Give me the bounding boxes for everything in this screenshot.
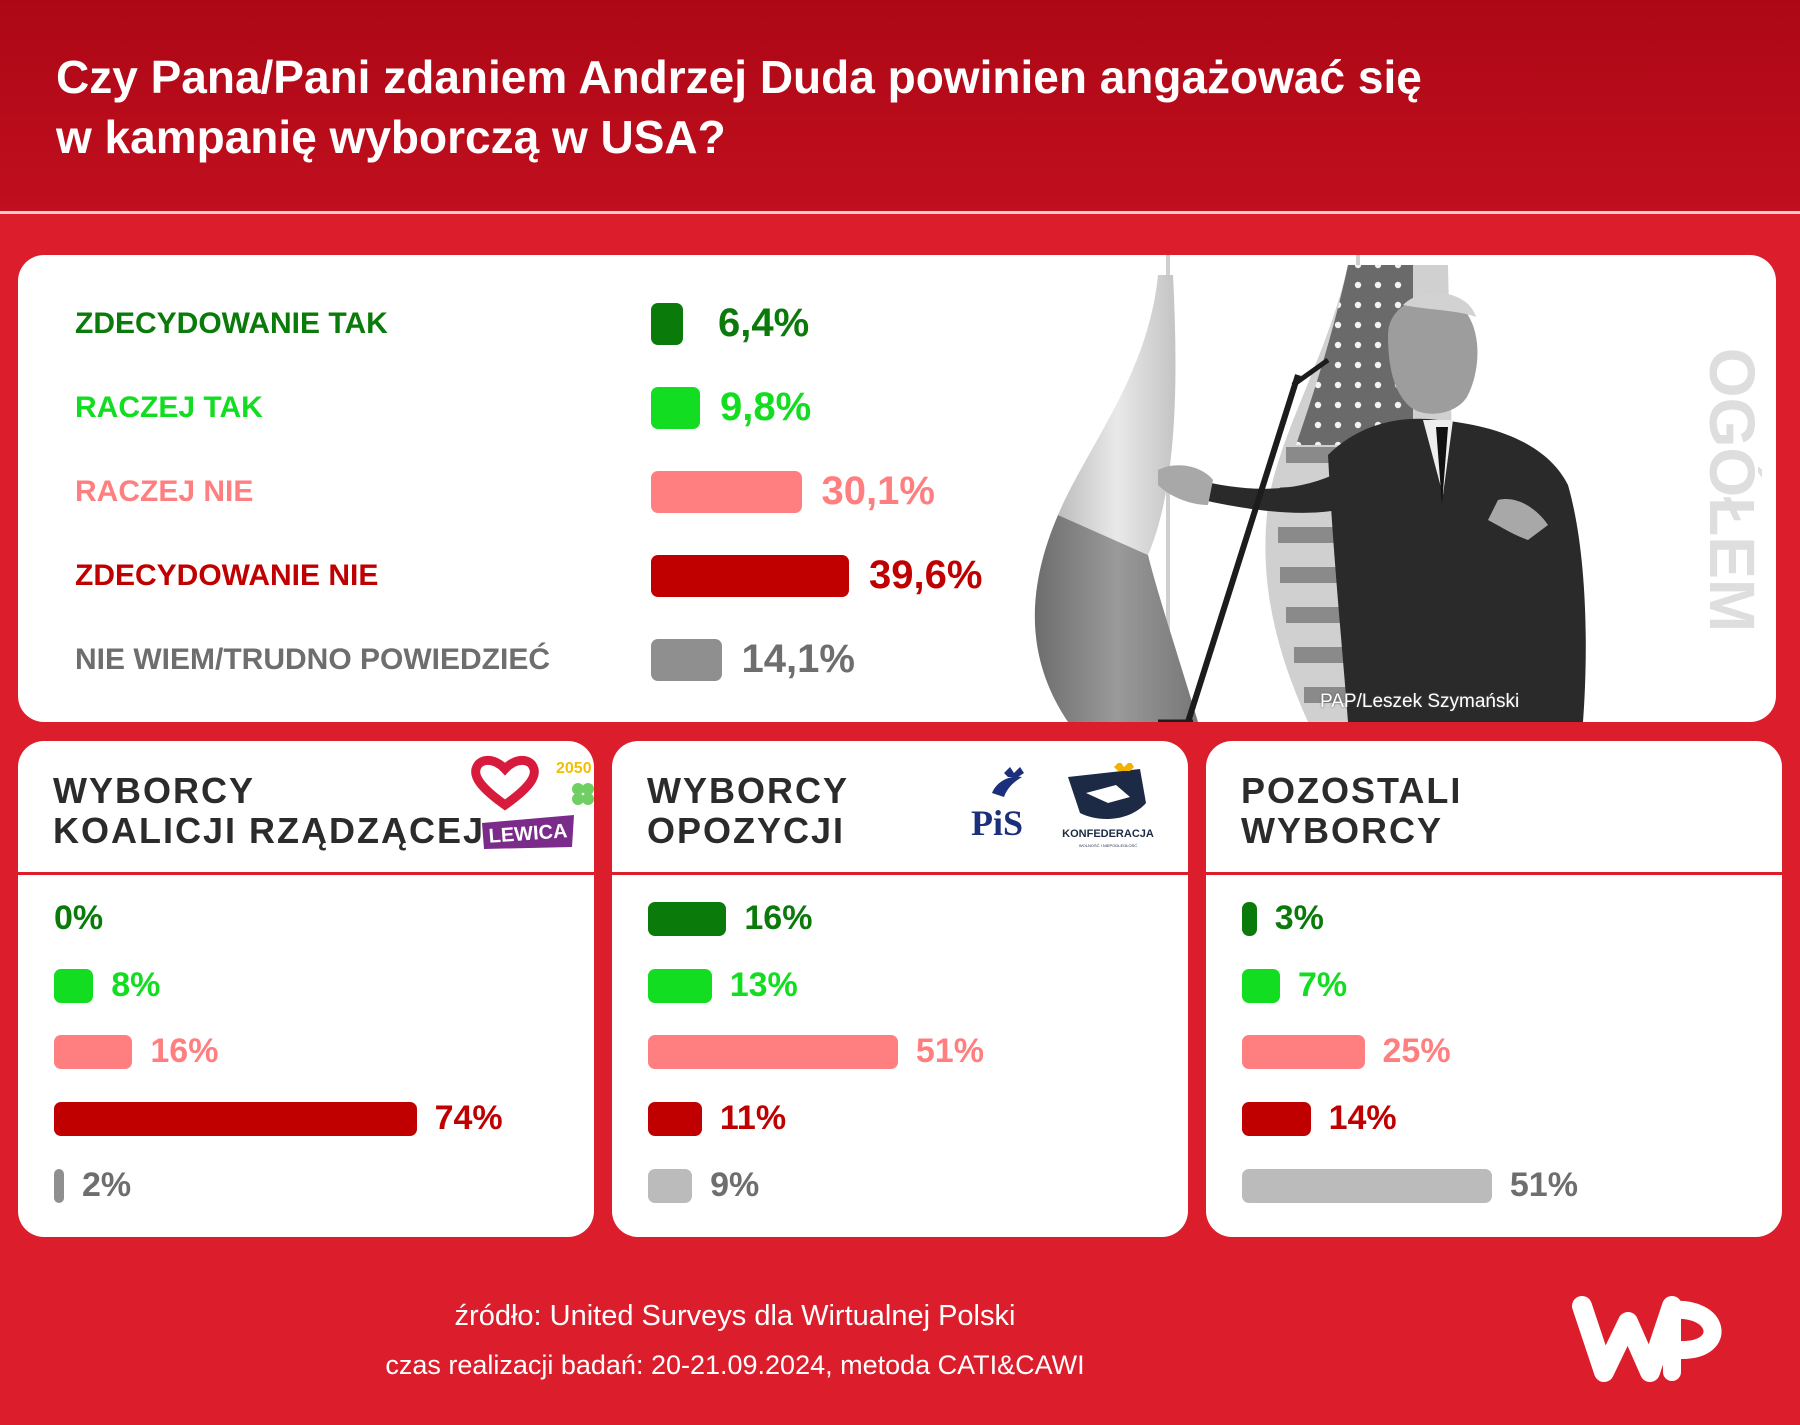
lewica-logo-icon: LEWICA bbox=[482, 815, 574, 849]
overall-bar-strong-no bbox=[651, 555, 849, 597]
overall-label-strong-no: ZDECYDOWANIE NIE bbox=[75, 559, 379, 592]
other-title-line-1: POZOSTALI bbox=[1241, 770, 1463, 811]
photo-credit: PAP/Leszek Szymański bbox=[1320, 691, 1520, 712]
overall-bar-rather-no bbox=[651, 471, 802, 513]
overall-label-rather-yes: RACZEJ TAK bbox=[75, 391, 263, 424]
panel3-bar-rather-yes bbox=[1242, 969, 1280, 1003]
svg-text:PiS: PiS bbox=[971, 803, 1023, 843]
svg-text:WOLNOŚĆ I NIEPODLEGŁOŚĆ: WOLNOŚĆ I NIEPODLEGŁOŚĆ bbox=[1079, 843, 1137, 848]
source-note: źródło: United Surveys dla Wirtualnej Po… bbox=[454, 1300, 1016, 1332]
trzecia-droga-logo-icon: 2050 bbox=[556, 760, 594, 805]
panel2-value-rather-yes: 13% bbox=[729, 966, 798, 1004]
opposition-title-line-2: OPOZYCJI bbox=[647, 810, 846, 852]
panel2-bar-rather-yes bbox=[648, 969, 712, 1003]
panel3-value-rather-no: 25% bbox=[1382, 1032, 1451, 1070]
svg-text:2050: 2050 bbox=[556, 760, 592, 777]
other-title-line-2: WYBORCY bbox=[1241, 810, 1443, 852]
panel2-bar-rather-no bbox=[648, 1035, 898, 1069]
coalition-card-header: WYBORCY KOALICJI RZĄDZĄCEJ 2050 LEWICA bbox=[18, 741, 594, 872]
panel1-bar-dont-know bbox=[54, 1169, 64, 1203]
overall-bar-strong-yes bbox=[651, 303, 683, 345]
panel1-value-strong-no: 74% bbox=[434, 1099, 503, 1137]
title-line-2: w kampanię wyborczą w USA? bbox=[56, 110, 726, 163]
overall-label-dont-know: NIE WIEM/TRUDNO POWIEDZIEĆ bbox=[75, 643, 550, 676]
title-line-1: Czy Pana/Pani zdaniem Andrzej Duda powin… bbox=[56, 51, 1422, 103]
konfederacja-logo-icon: KONFEDERACJA WOLNOŚĆ I NIEPODLEGŁOŚĆ bbox=[1062, 763, 1154, 848]
panel1-value-rather-yes: 8% bbox=[111, 966, 161, 1004]
panel3-bar-dont-know bbox=[1242, 1169, 1492, 1203]
panel3-value-dont-know: 51% bbox=[1509, 1166, 1578, 1204]
other-card-divider bbox=[1206, 872, 1782, 875]
svg-text:LEWICA: LEWICA bbox=[488, 820, 568, 847]
panel2-bar-strong-yes bbox=[648, 902, 727, 936]
pis-logo-icon: PiS bbox=[971, 767, 1024, 843]
panel3-value-rather-yes: 7% bbox=[1298, 966, 1348, 1004]
opposition-card-header: WYBORCY OPOZYCJI PiS KONFEDERACJA WOLNOŚ… bbox=[612, 741, 1188, 872]
coalition-voters-card: WYBORCY KOALICJI RZĄDZĄCEJ 2050 LEWICA 0… bbox=[18, 741, 594, 1237]
header: Czy Pana/Pani zdaniem Andrzej Duda powin… bbox=[0, 0, 1800, 211]
panel2-value-dont-know: 9% bbox=[710, 1166, 760, 1204]
overall-label-strong-yes: ZDECYDOWANIE TAK bbox=[75, 307, 388, 340]
overall-results-card: ZDECYDOWANIE TAK 6,4% RACZEJ TAK 9,8% RACZEJ… bbox=[18, 255, 1776, 722]
overall-value-rather-no: 30,1% bbox=[821, 469, 935, 513]
coalition-title-line-1: WYBORCY bbox=[53, 770, 255, 811]
coalition-card-divider bbox=[18, 872, 594, 875]
panel2-value-strong-no: 11% bbox=[719, 1099, 787, 1137]
panel3-bar-strong-yes bbox=[1242, 902, 1257, 936]
panel3-bar-rather-no bbox=[1242, 1035, 1365, 1069]
panel3-value-strong-no: 14% bbox=[1328, 1099, 1397, 1137]
svg-text:OGÓŁEM: OGÓŁEM bbox=[1696, 348, 1762, 632]
wp-logo-icon bbox=[1572, 1296, 1722, 1382]
panel1-bar-rather-yes bbox=[54, 969, 94, 1003]
overall-value-rather-yes: 9,8% bbox=[720, 385, 812, 429]
overall-bar-dont-know bbox=[651, 639, 722, 681]
opposition-title-line-1: WYBORCY bbox=[647, 770, 849, 811]
opposition-voters-card: WYBORCY OPOZYCJI PiS KONFEDERACJA WOLNOŚ… bbox=[612, 741, 1188, 1237]
overall-value-dont-know: 14,1% bbox=[741, 637, 855, 681]
overall-value-strong-yes: 6,4% bbox=[718, 301, 810, 345]
overall-value-strong-no: 39,6% bbox=[869, 553, 983, 597]
panel-label-overall: OGÓŁEM bbox=[1696, 348, 1762, 632]
panel2-bar-strong-no bbox=[648, 1102, 702, 1136]
overall-label-rather-no: RACZEJ NIE bbox=[75, 475, 254, 508]
opposition-card-title: WYBORCY OPOZYCJI bbox=[647, 770, 849, 852]
panel1-value-strong-yes: 0% bbox=[54, 899, 104, 937]
president-photo bbox=[1028, 255, 1618, 722]
panel2-value-rather-no: 51% bbox=[915, 1032, 984, 1070]
panel3-bar-strong-no bbox=[1242, 1102, 1311, 1136]
coalition-title-line-2: KOALICJI RZĄDZĄCEJ bbox=[53, 810, 486, 852]
panel1-bar-rather-no bbox=[54, 1035, 133, 1069]
panel2-bar-dont-know bbox=[648, 1169, 693, 1203]
overall-bar-rather-yes bbox=[651, 387, 700, 429]
panel1-value-rather-no: 16% bbox=[150, 1032, 219, 1070]
panel1-value-dont-know: 2% bbox=[82, 1166, 132, 1204]
svg-text:KONFEDERACJA: KONFEDERACJA bbox=[1062, 828, 1154, 840]
heart-logo-icon bbox=[471, 755, 539, 811]
other-voters-card: POZOSTALI WYBORCY 3% 7% 25% 14% 51% bbox=[1206, 741, 1782, 1237]
panel3-value-strong-yes: 3% bbox=[1274, 899, 1324, 937]
header-divider bbox=[0, 211, 1800, 214]
panel2-value-strong-yes: 16% bbox=[744, 899, 813, 937]
method-note: czas realizacji badań: 20-21.09.2024, me… bbox=[385, 1350, 1085, 1380]
panel1-bar-strong-no bbox=[54, 1102, 417, 1136]
opposition-card-divider bbox=[612, 872, 1188, 875]
coalition-card-title: WYBORCY KOALICJI RZĄDZĄCEJ bbox=[53, 770, 486, 852]
other-card-title: POZOSTALI WYBORCY bbox=[1241, 770, 1463, 852]
other-card-header: POZOSTALI WYBORCY bbox=[1206, 741, 1782, 872]
page-title: Czy Pana/Pani zdaniem Andrzej Duda powin… bbox=[56, 48, 1556, 168]
